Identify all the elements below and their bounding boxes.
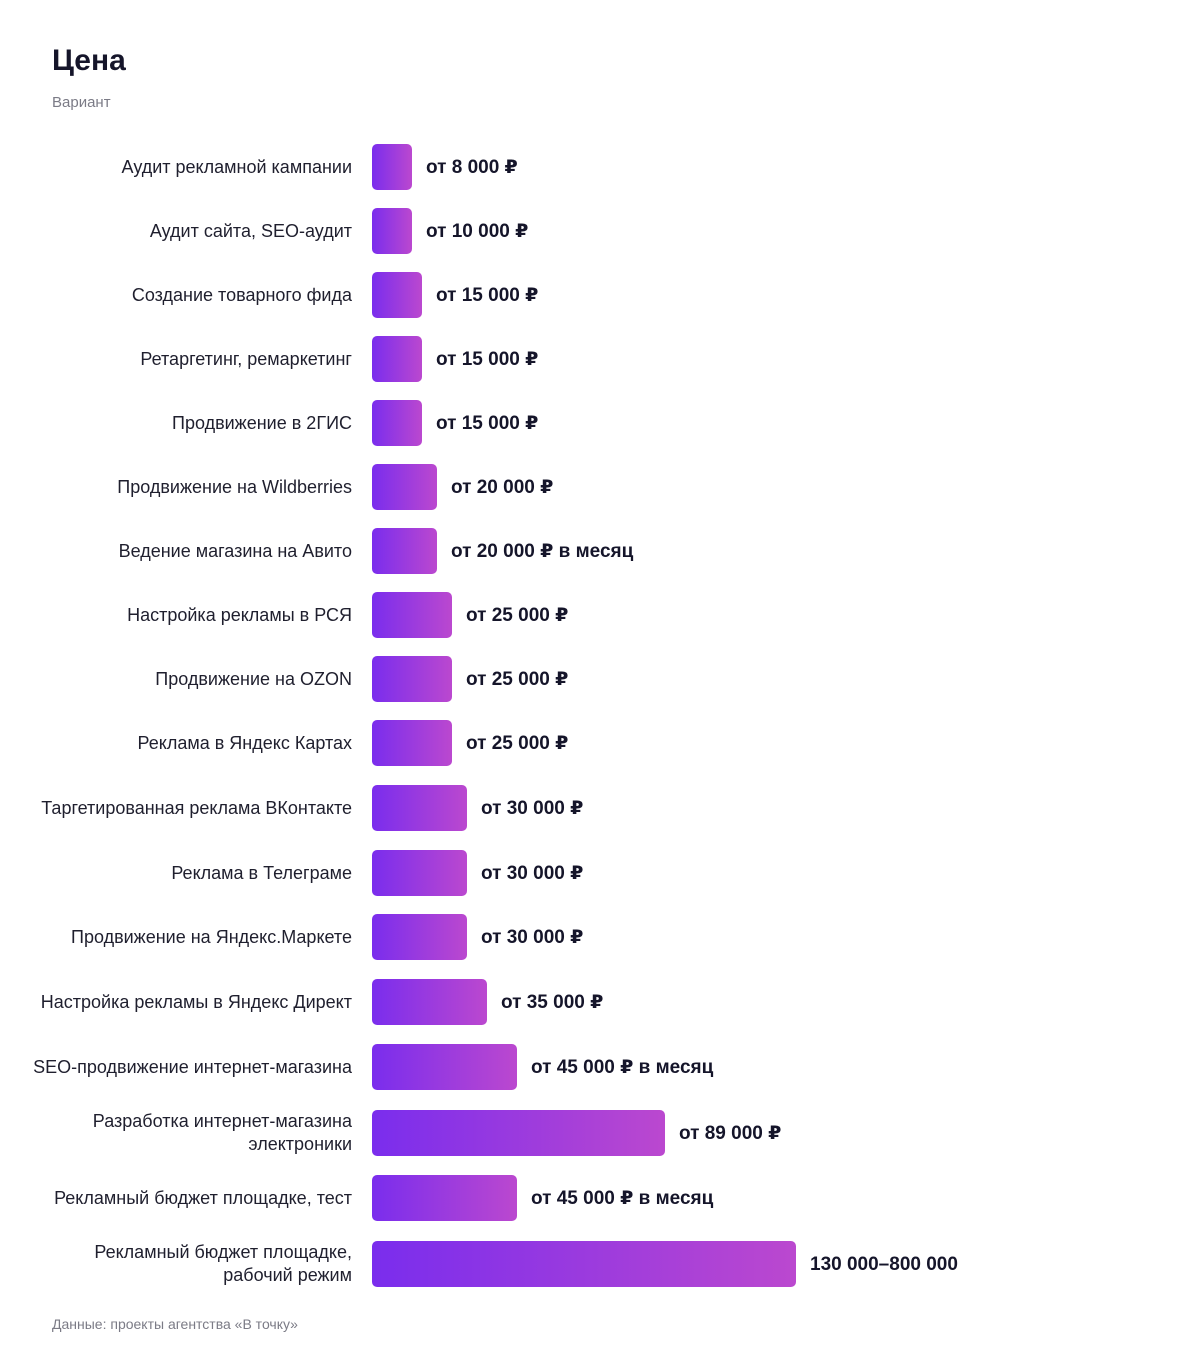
bar	[372, 528, 437, 574]
category-label-text: Продвижение на Wildberries	[117, 476, 352, 497]
bar-row: Продвижение на Яндекс.Маркете от 30 000 ₽	[0, 914, 1200, 960]
bar-row: Продвижение в 2ГИС от 15 000 ₽	[0, 400, 1200, 446]
category-label: Создание товарного фида	[32, 272, 352, 318]
bar	[372, 400, 422, 446]
bar-row: Реклама в Телеграме от 30 000 ₽	[0, 850, 1200, 896]
bar-row: Рекламный бюджет площадке, рабочий режим…	[0, 1241, 1200, 1287]
bar-row: Настройка рекламы в РСЯ от 25 000 ₽	[0, 592, 1200, 638]
category-label-text: Разработка интернет-магазина электроники	[92, 1111, 352, 1154]
value-label: от 20 000 ₽ в месяц	[451, 540, 634, 562]
value-label: от 15 000 ₽	[436, 284, 539, 306]
bar-row: Таргетированная реклама ВКонтакте от 30 0…	[0, 785, 1200, 831]
value-label: от 25 000 ₽	[466, 668, 569, 690]
bar	[372, 1044, 517, 1090]
bar	[372, 656, 452, 702]
category-label-text: Реклама в Телеграме	[171, 862, 352, 883]
category-label: Рекламный бюджет площадке, тест	[32, 1175, 352, 1221]
category-label-text: Продвижение на Яндекс.Маркете	[71, 926, 352, 947]
bar-row: Продвижение на OZON от 25 000 ₽	[0, 656, 1200, 702]
value-label: от 45 000 ₽ в месяц	[531, 1187, 714, 1209]
value-label: от 30 000 ₽	[481, 797, 584, 819]
value-label: от 30 000 ₽	[481, 862, 584, 884]
value-label: от 15 000 ₽	[436, 412, 539, 434]
category-label-text: Продвижение в 2ГИС	[172, 412, 352, 433]
value-label: от 30 000 ₽	[481, 926, 584, 948]
category-label: Ретаргетинг, ремаркетинг	[32, 336, 352, 382]
category-label: Настройка рекламы в Яндекс Директ	[32, 979, 352, 1025]
category-label: Рекламный бюджет площадке, рабочий режим	[32, 1241, 352, 1287]
value-label: от 10 000 ₽	[426, 220, 529, 242]
category-label-text: SEO-продвижение интернет-магазина	[33, 1056, 352, 1077]
category-label: Аудит сайта, SEO-аудит	[32, 208, 352, 254]
bar	[372, 1241, 796, 1287]
bar	[372, 1175, 517, 1221]
value-label: от 8 000 ₽	[426, 156, 518, 178]
category-label-text: Создание товарного фида	[131, 284, 352, 305]
bar-row: Разработка интернет-магазина электроники…	[0, 1110, 1200, 1156]
bar	[372, 336, 422, 382]
category-label-text: Ретаргетинг, ремаркетинг	[140, 348, 352, 369]
category-label: Реклама в Яндекс Картах	[32, 720, 352, 766]
category-label: Ведение магазина на Авито	[32, 528, 352, 574]
value-label: от 35 000 ₽	[501, 991, 604, 1013]
bar	[372, 850, 467, 896]
category-label: Продвижение на Яндекс.Маркете	[32, 914, 352, 960]
bar-row: Настройка рекламы в Яндекс Директ от 35 0…	[0, 979, 1200, 1025]
category-label-text: Настройка рекламы в РСЯ	[127, 604, 352, 625]
category-label: Продвижение на OZON	[32, 656, 352, 702]
value-label: от 25 000 ₽	[466, 732, 569, 754]
bar	[372, 914, 467, 960]
category-label-text: Продвижение на OZON	[155, 668, 352, 689]
bar-row: SEO-продвижение интернет-магазина от 45 0…	[0, 1044, 1200, 1090]
bar-row: Рекламный бюджет площадке, тест от 45 000…	[0, 1175, 1200, 1221]
category-label: Таргетированная реклама ВКонтакте	[32, 785, 352, 831]
category-label-text: Аудит сайта, SEO-аудит	[149, 220, 352, 241]
bar	[372, 785, 467, 831]
category-label: Реклама в Телеграме	[32, 850, 352, 896]
category-label: Продвижение на Wildberries	[32, 464, 352, 510]
value-label: 130 000–800 000	[810, 1253, 958, 1275]
category-label-text: Реклама в Яндекс Картах	[137, 732, 352, 753]
category-label-text: Настройка рекламы в Яндекс Директ	[40, 991, 352, 1012]
category-label-text: Аудит рекламной кампании	[121, 156, 352, 177]
bar	[372, 464, 437, 510]
value-label: от 15 000 ₽	[436, 348, 539, 370]
bar-row: Продвижение на Wildberries от 20 000 ₽	[0, 464, 1200, 510]
bar	[372, 272, 422, 318]
category-label: Настройка рекламы в РСЯ	[32, 592, 352, 638]
category-label: SEO-продвижение интернет-магазина	[32, 1044, 352, 1090]
bar-row: Аудит сайта, SEO-аудит от 10 000 ₽	[0, 208, 1200, 254]
category-label-text: Таргетированная реклама ВКонтакте	[41, 797, 352, 818]
category-label: Аудит рекламной кампании	[32, 144, 352, 190]
value-label: от 45 000 ₽ в месяц	[531, 1056, 714, 1078]
bar	[372, 592, 452, 638]
category-label: Разработка интернет-магазина электроники	[32, 1110, 352, 1156]
bar-row: Создание товарного фида от 15 000 ₽	[0, 272, 1200, 318]
bar-row: Ведение магазина на Авито от 20 000 ₽ в м…	[0, 528, 1200, 574]
bar	[372, 208, 412, 254]
value-label: от 20 000 ₽	[451, 476, 554, 498]
bar	[372, 979, 487, 1025]
bar-row: Реклама в Яндекс Картах от 25 000 ₽	[0, 720, 1200, 766]
category-label-text: Ведение магазина на Авито	[118, 540, 352, 561]
category-label: Продвижение в 2ГИС	[32, 400, 352, 446]
data-source-note: Данные: проекты агентства «В точку»	[52, 1316, 298, 1332]
bar	[372, 1110, 665, 1156]
bar-row: Аудит рекламной кампании от 8 000 ₽	[0, 144, 1200, 190]
category-label-text: Рекламный бюджет площадке, тест	[54, 1187, 352, 1208]
value-label: от 25 000 ₽	[466, 604, 569, 626]
bar	[372, 720, 452, 766]
bar	[372, 144, 412, 190]
chart-subtitle: Вариант	[52, 94, 111, 111]
chart-title: Цена	[52, 44, 126, 77]
value-label: от 89 000 ₽	[679, 1122, 782, 1144]
bar-row: Ретаргетинг, ремаркетинг от 15 000 ₽	[0, 336, 1200, 382]
category-label-text: Рекламный бюджет площадке, рабочий режим	[94, 1242, 352, 1285]
